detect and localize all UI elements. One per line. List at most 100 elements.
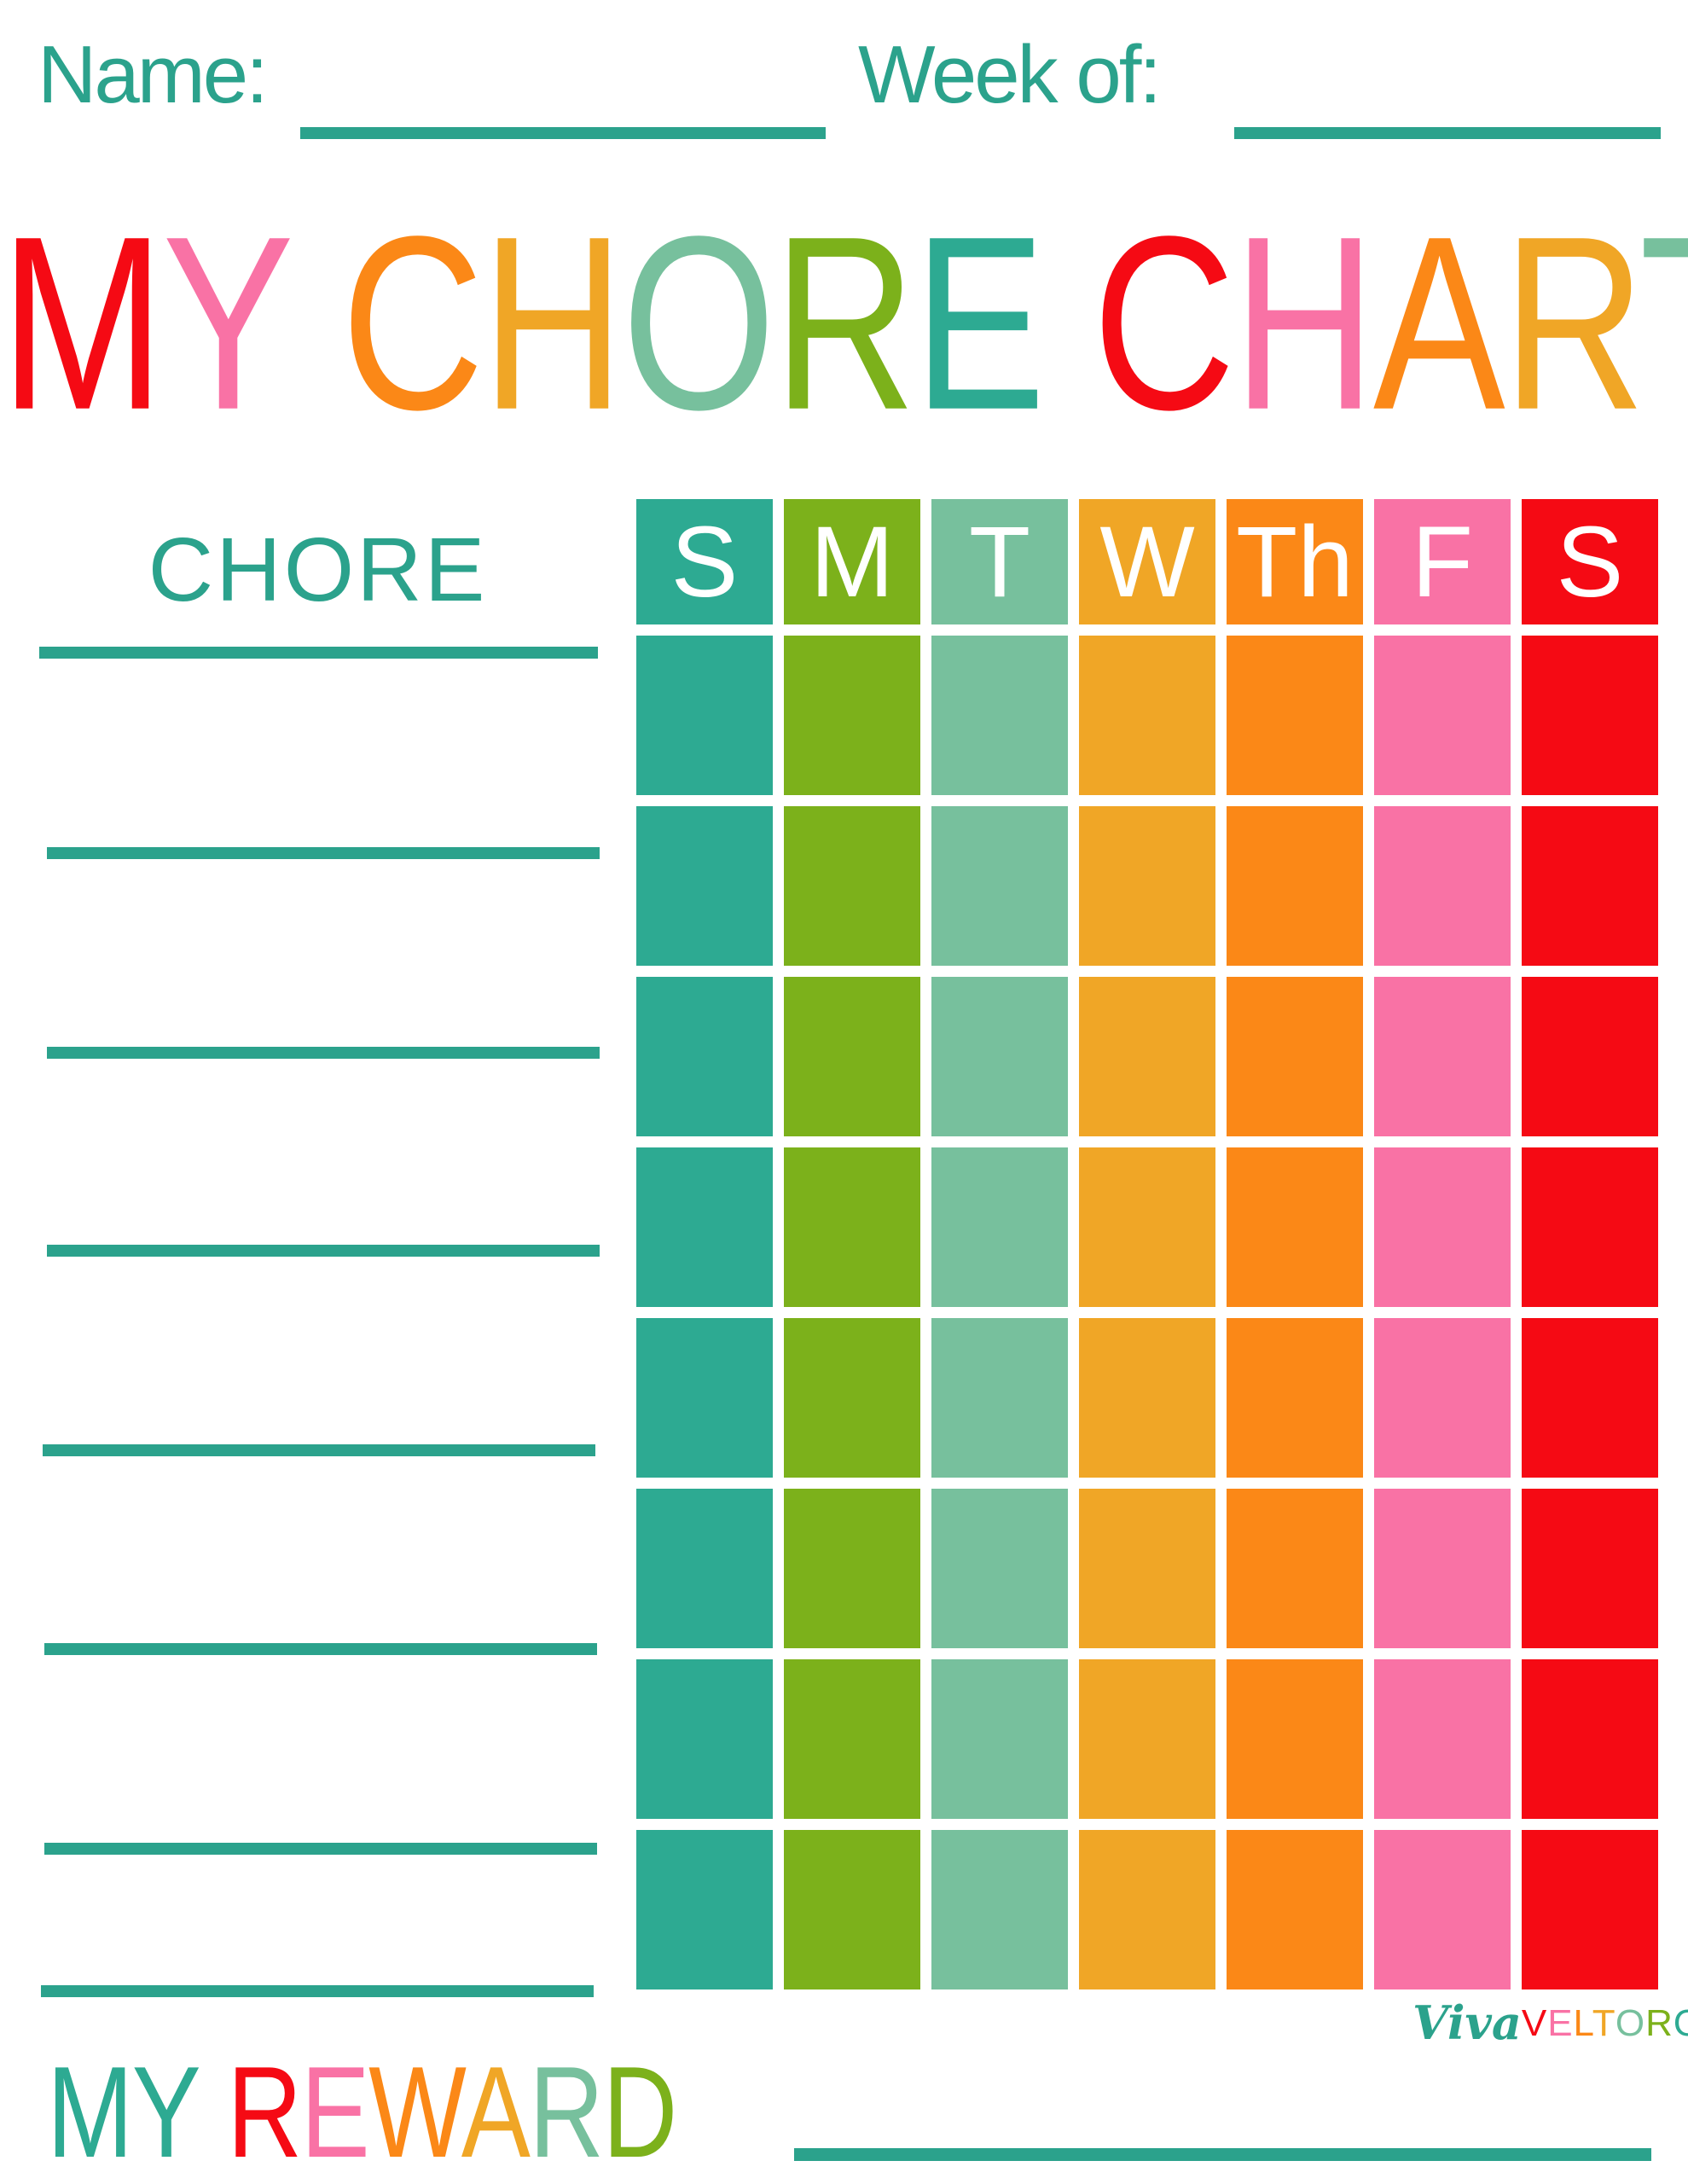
title-letter: Y (162, 185, 294, 462)
day-cell[interactable] (784, 806, 920, 966)
chore-input-line[interactable] (41, 1985, 594, 1997)
day-cell[interactable] (1227, 1318, 1363, 1478)
title-letter: A (1372, 185, 1505, 462)
chore-input-line[interactable] (39, 647, 598, 659)
day-header-cell: Th (1227, 499, 1363, 624)
day-header-cell: M (784, 499, 920, 624)
title-letter: C (1092, 185, 1236, 462)
day-cell[interactable] (931, 806, 1068, 966)
day-cell[interactable] (784, 1489, 920, 1648)
day-cell[interactable] (636, 1147, 773, 1307)
day-cell[interactable] (1374, 1318, 1511, 1478)
day-cell[interactable] (1227, 977, 1363, 1136)
day-column: S (636, 499, 773, 1989)
day-cell[interactable] (1079, 1318, 1215, 1478)
day-cell[interactable] (784, 1318, 920, 1478)
day-cell[interactable] (1227, 1830, 1363, 1989)
day-cell[interactable] (1227, 806, 1363, 966)
day-cell[interactable] (1522, 806, 1658, 966)
day-cell[interactable] (1227, 1147, 1363, 1307)
day-cell[interactable] (636, 977, 773, 1136)
day-header-cell: W (1079, 499, 1215, 624)
day-cell[interactable] (784, 977, 920, 1136)
day-cell[interactable] (1079, 1830, 1215, 1989)
page-title: MY CHORE CHART (0, 200, 1688, 448)
day-cell[interactable] (931, 636, 1068, 795)
day-column: Th (1227, 499, 1363, 1989)
day-cell[interactable] (931, 977, 1068, 1136)
reward-input-line[interactable] (794, 2148, 1651, 2161)
chore-input-line[interactable] (47, 847, 600, 859)
day-cell[interactable] (784, 636, 920, 795)
reward-letter: Y (131, 2040, 201, 2184)
word-gap (292, 200, 341, 448)
day-cell[interactable] (1522, 977, 1658, 1136)
chore-input-line[interactable] (44, 1643, 597, 1655)
day-cell[interactable] (1374, 1147, 1511, 1307)
day-cell[interactable] (784, 1830, 920, 1989)
day-cell[interactable] (931, 1659, 1068, 1819)
reward-letter: R (529, 2040, 604, 2184)
day-cell[interactable] (1227, 636, 1363, 795)
title-letter: E (914, 185, 1046, 462)
day-cell[interactable] (1522, 1489, 1658, 1648)
day-cell[interactable] (1522, 1318, 1658, 1478)
brand-logo-letter: O (1673, 2002, 1688, 2044)
day-cell[interactable] (1374, 1489, 1511, 1648)
chore-input-line[interactable] (43, 1444, 595, 1456)
day-cell[interactable] (636, 1830, 773, 1989)
day-cell[interactable] (636, 1489, 773, 1648)
day-cell[interactable] (1079, 636, 1215, 795)
day-cell[interactable] (1227, 1659, 1363, 1819)
days-grid: S M T W Th F S (636, 499, 1658, 1989)
day-cell[interactable] (636, 636, 773, 795)
title-letter: T (1639, 186, 1688, 462)
day-cell[interactable] (1522, 1830, 1658, 1989)
day-cell[interactable] (1079, 977, 1215, 1136)
day-cell[interactable] (1374, 1659, 1511, 1819)
day-cell[interactable] (1374, 1830, 1511, 1989)
day-header-cell: S (1522, 499, 1658, 624)
reward-letter: A (461, 2040, 531, 2184)
name-label: Name: (38, 29, 269, 120)
reward-letter: E (300, 2040, 370, 2184)
day-cell[interactable] (636, 1659, 773, 1819)
day-cell[interactable] (1522, 1147, 1658, 1307)
day-cell[interactable] (931, 1147, 1068, 1307)
brand-logo-letter: R (1645, 2002, 1673, 2044)
day-cell[interactable] (1522, 1659, 1658, 1819)
reward-letter: W (368, 2040, 462, 2184)
title-letter: R (1502, 185, 1642, 462)
day-cell[interactable] (636, 806, 773, 966)
brand-logo-letter: O (1615, 2002, 1646, 2044)
day-cell[interactable] (1079, 1147, 1215, 1307)
reward-letter: R (227, 2040, 302, 2184)
brand-logo: Viva VELTORO (1412, 2000, 1688, 2046)
day-cell[interactable] (1522, 636, 1658, 795)
name-input-line[interactable] (300, 127, 826, 139)
day-cell[interactable] (1079, 1659, 1215, 1819)
chore-input-line[interactable] (47, 1047, 600, 1059)
day-cell[interactable] (784, 1659, 920, 1819)
day-cell[interactable] (1079, 806, 1215, 966)
chore-input-line[interactable] (47, 1245, 600, 1257)
day-header-cell: F (1374, 499, 1511, 624)
day-cell[interactable] (636, 1318, 773, 1478)
day-cell[interactable] (1374, 636, 1511, 795)
day-column: S (1522, 499, 1658, 1989)
day-cell[interactable] (784, 1147, 920, 1307)
word-gap (1043, 200, 1093, 448)
reward-letter: D (602, 2040, 678, 2184)
day-cell[interactable] (1374, 977, 1511, 1136)
day-cell[interactable] (931, 1318, 1068, 1478)
day-cell[interactable] (931, 1830, 1068, 1989)
day-cell[interactable] (1227, 1489, 1363, 1648)
chore-input-line[interactable] (44, 1843, 597, 1855)
day-cell[interactable] (1079, 1489, 1215, 1648)
week-of-input-line[interactable] (1234, 127, 1661, 139)
brand-logo-letter: V (1521, 2002, 1548, 2044)
day-cell[interactable] (1374, 806, 1511, 966)
brand-logo-letter: E (1547, 2002, 1574, 2044)
day-cell[interactable] (931, 1489, 1068, 1648)
